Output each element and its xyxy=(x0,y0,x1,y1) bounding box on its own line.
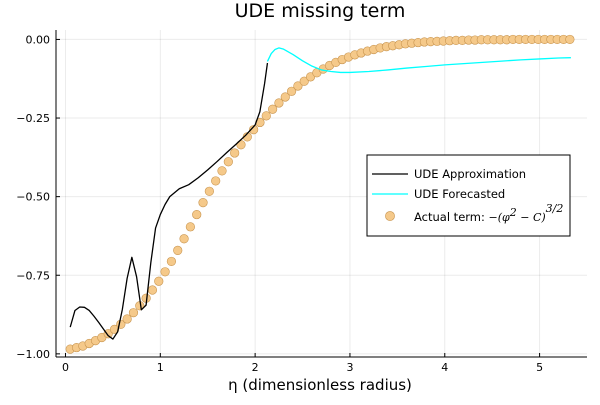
actual-term-point xyxy=(299,76,309,86)
actual-term-point xyxy=(160,267,170,277)
legend-box xyxy=(366,154,571,237)
y-tick-label: −0.75 xyxy=(16,269,50,282)
actual-term-point xyxy=(293,81,303,91)
legend-formula-part-b: − C) xyxy=(517,211,546,224)
actual-term-point xyxy=(274,98,284,108)
x-tick-label: 3 xyxy=(346,361,353,374)
actual-term-point xyxy=(166,256,177,267)
actual-term-point xyxy=(565,34,575,45)
actual-term-point xyxy=(147,285,158,295)
actual-term-point xyxy=(261,111,271,121)
actual-term-point xyxy=(204,186,214,196)
x-tick-label: 2 xyxy=(252,361,259,374)
actual-term-point xyxy=(154,276,164,286)
y-tick-label: −1.00 xyxy=(16,348,50,361)
legend-formula-sup-2: 3/2 xyxy=(546,202,564,215)
legend-actual-prefix: Actual term: xyxy=(414,210,489,224)
tick-labels: 0 1 2 3 4 5 0.00 −0.25 −0.50 −0.75 −1.00 xyxy=(16,33,543,374)
actual-term-point xyxy=(173,245,183,256)
x-tick-label: 5 xyxy=(536,361,543,374)
actual-term-point xyxy=(286,86,297,96)
actual-term-point xyxy=(192,209,202,220)
legend: UDE Approximation UDE Forecasted Actual … xyxy=(366,154,571,237)
y-tick-label: −0.25 xyxy=(16,112,50,125)
actual-term-point xyxy=(249,125,259,135)
actual-term-point xyxy=(179,234,189,244)
actual-term-point xyxy=(217,166,227,176)
actual-term-point xyxy=(280,92,290,102)
y-tick-label: −0.50 xyxy=(16,191,50,204)
actual-term-point xyxy=(230,148,240,158)
x-tick-label: 0 xyxy=(62,361,69,374)
legend-formula-sup-1: 2 xyxy=(509,206,517,219)
ude-forecasted-line xyxy=(266,47,571,74)
x-axis-label: η (dimensionless radius) xyxy=(228,376,412,394)
legend-formula-part-a: −(φ xyxy=(489,211,511,224)
actual-term-point xyxy=(185,222,195,232)
actual-term-point xyxy=(198,198,208,208)
x-tick-label: 1 xyxy=(157,361,164,374)
chart-title: UDE missing term xyxy=(235,0,406,22)
x-tick-label: 4 xyxy=(441,361,448,374)
legend-label-approximation: UDE Approximation xyxy=(414,167,526,181)
axes-frame xyxy=(55,30,587,358)
actual-term-point xyxy=(268,104,278,114)
ude-approximation-line xyxy=(69,62,269,340)
legend-swatch-actual xyxy=(385,211,395,221)
series-layer xyxy=(65,34,575,354)
y-tick-label: 0.00 xyxy=(26,33,51,46)
actual-term-point xyxy=(223,157,233,167)
legend-label-actual: Actual term: −(φ2 − C)3/2 xyxy=(414,202,563,224)
actual-term-point xyxy=(128,308,139,318)
legend-label-forecasted: UDE Forecasted xyxy=(414,187,505,201)
actual-term-point xyxy=(211,176,221,186)
actual-term-point xyxy=(122,314,132,324)
